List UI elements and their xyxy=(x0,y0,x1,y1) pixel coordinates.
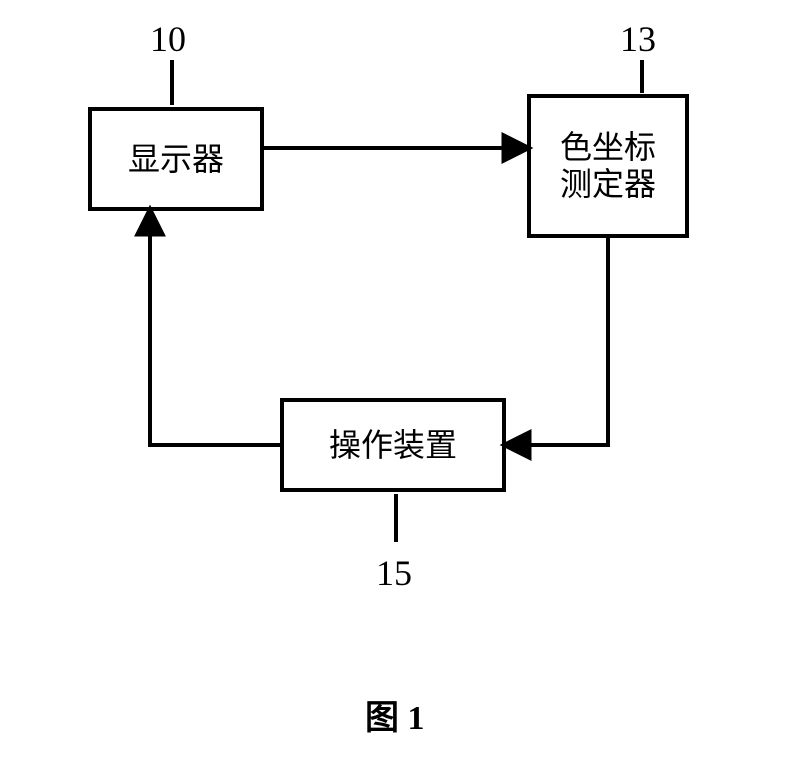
ref-tick-colorimeter xyxy=(640,60,644,93)
node-display: 显示器 xyxy=(88,107,264,211)
node-operator-label: 操作装置 xyxy=(329,427,457,464)
node-operator: 操作装置 xyxy=(280,398,506,492)
node-colorimeter-label: 色坐标 测定器 xyxy=(560,129,656,203)
node-display-label: 显示器 xyxy=(128,141,224,178)
ref-label-colorimeter: 13 xyxy=(620,18,656,60)
ref-tick-display xyxy=(170,60,174,105)
figure-caption: 图 1 xyxy=(365,690,425,739)
ref-label-operator: 15 xyxy=(376,552,412,594)
ref-label-display: 10 xyxy=(150,18,186,60)
diagram-canvas: 显示器 10 色坐标 测定器 13 操作装置 15 图 1 xyxy=(0,0,800,781)
edge-operator-to-display xyxy=(150,211,280,445)
node-colorimeter: 色坐标 测定器 xyxy=(527,94,689,238)
edge-colorimeter-to-operator xyxy=(506,238,608,445)
ref-tick-operator xyxy=(394,494,398,542)
